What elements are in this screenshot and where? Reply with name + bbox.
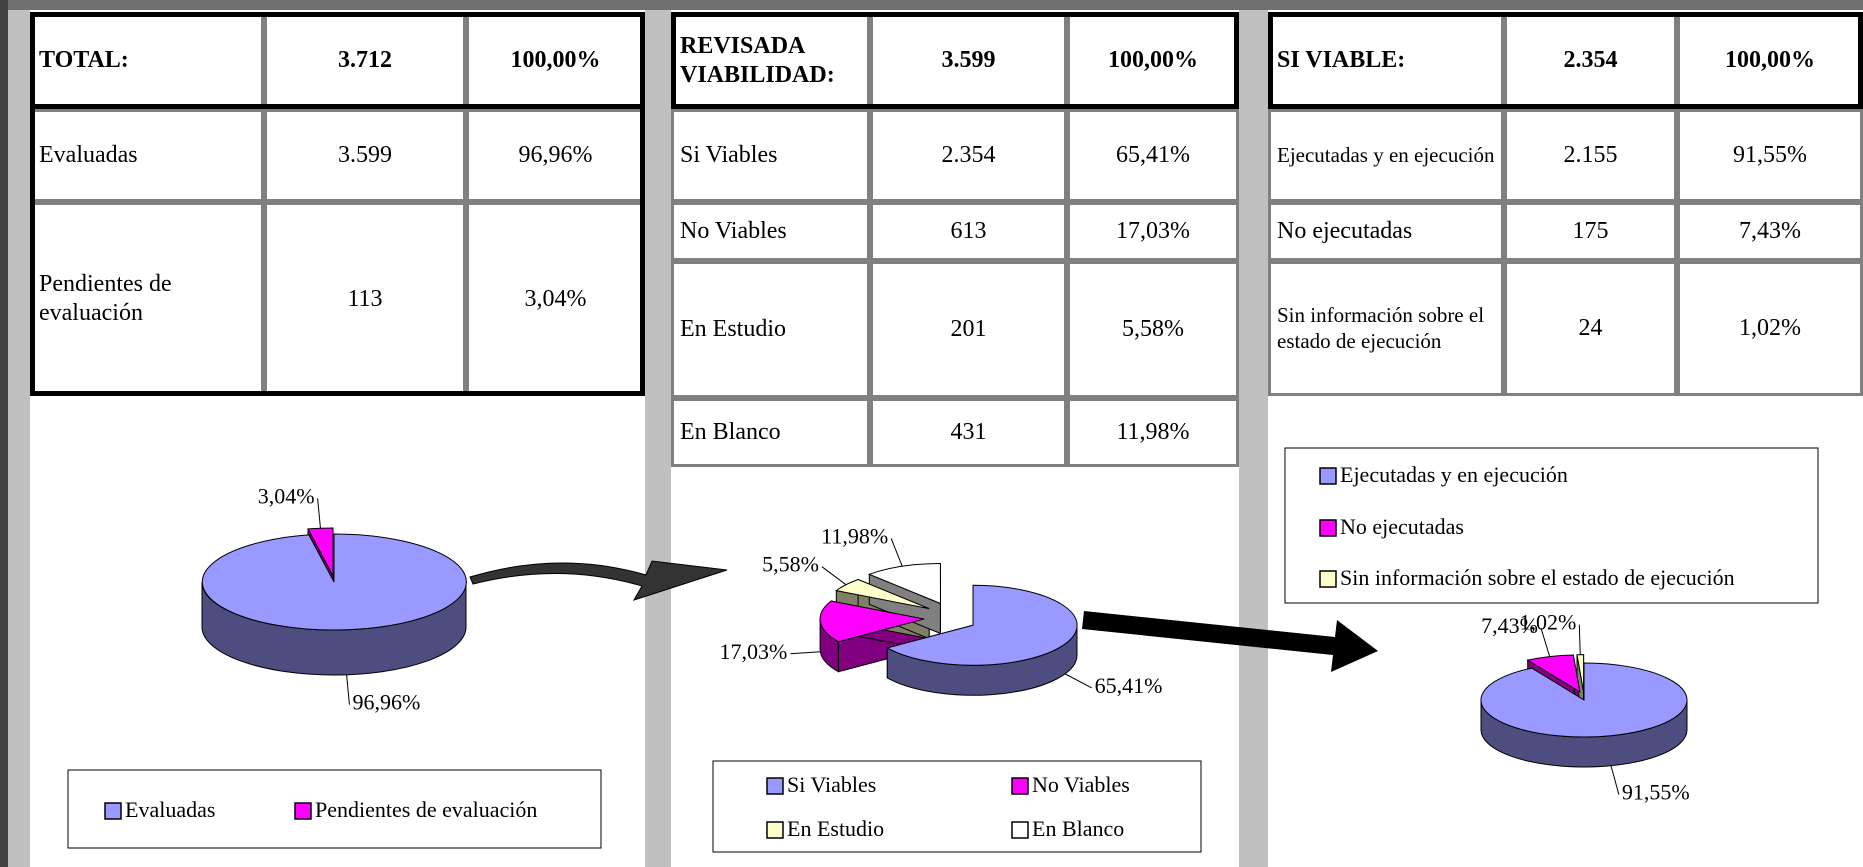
leader-line [821, 566, 847, 586]
table-cell: 96,96% [466, 109, 645, 202]
data-label: 17,03% [720, 639, 788, 664]
table-cell: 175 [1504, 202, 1677, 261]
leader-line [1610, 765, 1620, 795]
legend-swatch [1011, 821, 1029, 839]
legend-swatch [104, 802, 122, 820]
legend-label: Pendientes de evaluación [315, 797, 537, 822]
leader-line [790, 651, 821, 655]
table-cell: No Viables [671, 202, 870, 261]
table-header-cell: 2.354 [1504, 12, 1677, 109]
leader-line [317, 498, 321, 529]
data-label: 65,41% [1095, 673, 1163, 698]
curved-arrow [469, 560, 728, 601]
leader-line [1578, 624, 1581, 655]
pie-slice [201, 533, 467, 631]
table-cell: No ejecutadas [1268, 202, 1504, 261]
table-header-cell: TOTAL: [30, 12, 264, 109]
table-cell: Pendientes de evaluación [30, 202, 264, 396]
table-cell: Si Viables [671, 109, 870, 202]
table-header-cell: REVISADA VIABILIDAD: [671, 12, 870, 109]
legend-label: En Estudio [787, 816, 884, 841]
legend-swatch [294, 802, 312, 820]
table-cell: 65,41% [1067, 109, 1239, 202]
table-header-cell: 3.599 [870, 12, 1067, 109]
legend-label: En Blanco [1032, 816, 1124, 841]
table-cell: 7,43% [1677, 202, 1863, 261]
table-cell: 17,03% [1067, 202, 1239, 261]
legend-label: No ejecutadas [1340, 514, 1464, 539]
table-cell: Evaluadas [30, 109, 264, 202]
pie-slice [819, 600, 925, 643]
legend-label: Evaluadas [125, 797, 215, 822]
table-cell: 5,58% [1067, 261, 1239, 398]
table-header-cell: 100,00% [1067, 12, 1239, 109]
legend-swatch [766, 777, 784, 795]
data-label: 3,04% [258, 483, 315, 508]
leader-line [346, 674, 350, 705]
legend-box [67, 769, 602, 849]
legend-swatch [1319, 467, 1337, 485]
straight-arrow [1082, 611, 1378, 672]
table-cell: 24 [1504, 261, 1677, 396]
table-cell: 91,55% [1677, 109, 1863, 202]
leader-line [890, 538, 903, 567]
data-label: 1,02% [1519, 610, 1576, 635]
table-cell: 113 [264, 202, 466, 396]
data-label: 5,58% [762, 552, 819, 577]
pie-slice [1480, 662, 1688, 738]
table-header-cell: 3.712 [264, 12, 466, 109]
table-header-cell: SI VIABLE: [1268, 12, 1504, 109]
top-bar [0, 0, 1863, 10]
legend-swatch [1319, 519, 1337, 537]
table-cell: En Estudio [671, 261, 870, 398]
legend-swatch [1011, 777, 1029, 795]
table-cell: 201 [870, 261, 1067, 398]
table-cell: 11,98% [1067, 398, 1239, 467]
legend-label: No Viables [1032, 772, 1130, 797]
table-cell: 3.599 [264, 109, 466, 202]
legend-box [1284, 447, 1819, 604]
table-cell: 3,04% [466, 202, 645, 396]
table-cell: Ejecutadas y en ejecución [1268, 109, 1504, 202]
table-cell: Sin información sobre el estado de ejecu… [1268, 261, 1504, 396]
table-cell: 613 [870, 202, 1067, 261]
legend-label: Sin información sobre el estado de ejecu… [1340, 565, 1735, 590]
data-label: 11,98% [821, 523, 888, 548]
data-label: 96,96% [352, 690, 420, 715]
pie-slice [1576, 654, 1585, 692]
legend-label: Ejecutadas y en ejecución [1340, 462, 1568, 487]
table-cell: 431 [870, 398, 1067, 467]
legend-box [712, 760, 1202, 853]
table-header-cell: 100,00% [1677, 12, 1863, 109]
table-cell: 1,02% [1677, 261, 1863, 396]
leader-line [1064, 673, 1092, 689]
table-cell: 2.354 [870, 109, 1067, 202]
leader-line [1540, 627, 1551, 657]
table-header-cell: 100,00% [466, 12, 645, 109]
pie-slice [835, 578, 930, 610]
table-cell: 2.155 [1504, 109, 1677, 202]
data-label: 91,55% [1622, 780, 1690, 805]
table-cell: En Blanco [671, 398, 870, 467]
pie-slice [885, 584, 1078, 666]
legend-swatch [1319, 570, 1337, 588]
legend-swatch [766, 821, 784, 839]
data-label: 7,43% [1481, 613, 1538, 638]
left-border [0, 0, 8, 867]
legend-label: Si Viables [787, 772, 876, 797]
